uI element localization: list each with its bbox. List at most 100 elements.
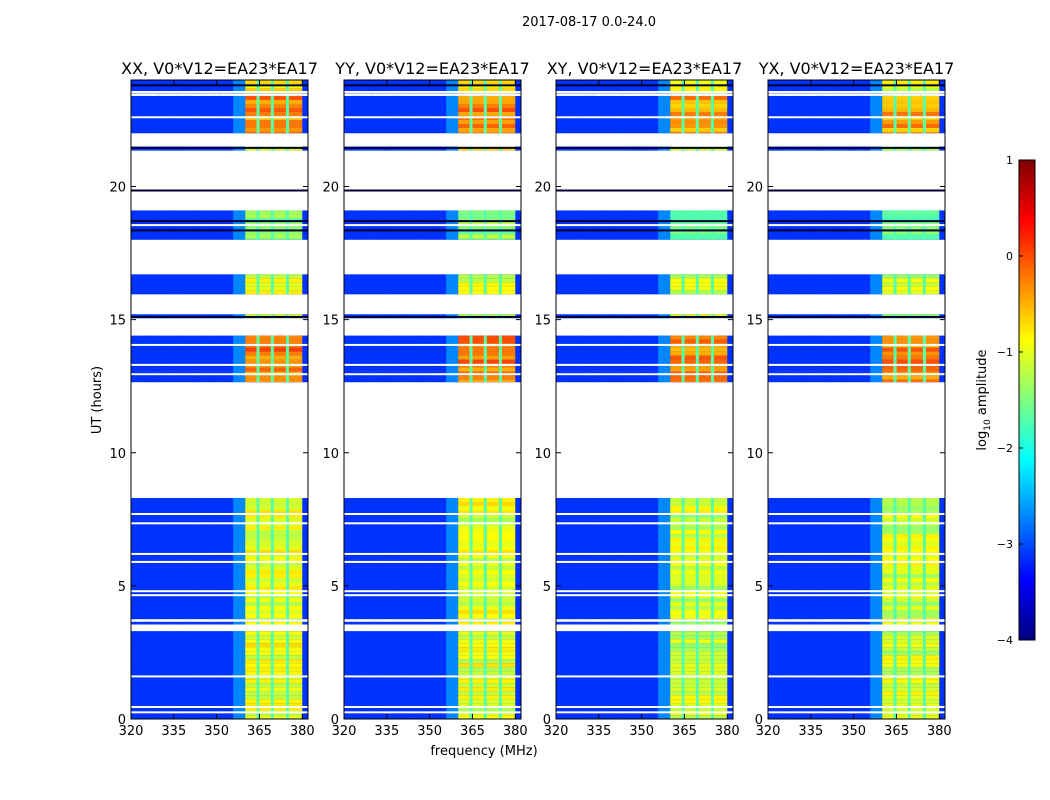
- flag-line: [131, 84, 308, 87]
- colorbar-tick-label: −1: [997, 346, 1013, 359]
- channel-divider: [270, 95, 274, 134]
- channel-divider: [285, 95, 289, 134]
- panel-heatmap: [556, 80, 733, 719]
- gap-line: [768, 224, 945, 227]
- band-edge: [446, 335, 459, 383]
- gap-line: [768, 711, 945, 714]
- channel-divider: [922, 274, 926, 295]
- channel-divider: [893, 621, 897, 625]
- panel: YX, V0*V12=EA23*EA17 320 335 350 365 380 0 5 10 1…: [746, 59, 954, 739]
- colorbar: 10−1−2−3−4 log10 amplitude: [975, 154, 1036, 647]
- channel-divider: [469, 80, 473, 94]
- x-tick-label: 350: [204, 724, 229, 739]
- band-edge: [870, 80, 883, 94]
- gap-line: [131, 552, 308, 555]
- band-edge: [658, 498, 671, 620]
- y-tick-label: 10: [322, 447, 339, 462]
- noise-texture: [768, 621, 945, 625]
- gap-line: [768, 522, 945, 525]
- band-edge: [658, 274, 671, 295]
- x-tick-label: 380: [503, 724, 528, 739]
- channel-divider: [498, 498, 502, 620]
- gap-line: [344, 711, 521, 714]
- channel-divider: [710, 80, 714, 94]
- gap-line: [556, 522, 733, 525]
- gap-line: [556, 224, 733, 227]
- channel-divider: [922, 631, 926, 719]
- channel-divider: [270, 498, 274, 620]
- gap-line: [556, 512, 733, 515]
- gap-line: [556, 116, 733, 119]
- channel-divider: [256, 498, 260, 620]
- panel: YY, V0*V12=EA23*EA17 320 335 350 365 380 0 5 10 1…: [322, 59, 529, 739]
- gap-line: [131, 512, 308, 515]
- panel-heatmap: [344, 80, 521, 719]
- noise-texture: [344, 621, 521, 625]
- colorbar-tick-label: 1: [1006, 154, 1013, 167]
- gap-line: [768, 90, 945, 93]
- flag-line: [344, 84, 521, 87]
- x-tick-label: 335: [374, 724, 399, 739]
- figure-suptitle: 2017-08-17 0.0-24.0: [522, 15, 656, 30]
- gap-line: [131, 711, 308, 714]
- band-edge: [233, 274, 246, 295]
- channel-divider: [681, 80, 685, 94]
- gap-line: [556, 590, 733, 593]
- channel-divider: [695, 80, 699, 94]
- flag-line: [768, 84, 945, 87]
- channel-divider: [285, 631, 289, 719]
- band-edge: [870, 498, 883, 620]
- gap-line: [344, 224, 521, 227]
- channel-divider: [893, 498, 897, 620]
- channel-divider: [483, 621, 487, 625]
- gap-line: [131, 590, 308, 593]
- flag-line: [556, 84, 733, 87]
- gap-line: [131, 522, 308, 525]
- flag-line: [556, 146, 733, 149]
- y-tick-label: 5: [543, 580, 551, 595]
- band-edge: [658, 621, 671, 625]
- channel-divider: [270, 80, 274, 94]
- band-edge: [446, 631, 459, 719]
- band-edge: [658, 631, 671, 719]
- colorbar-label-suffix: amplitude: [975, 349, 990, 419]
- band-edge: [233, 80, 246, 94]
- y-tick-label: 10: [746, 447, 763, 462]
- channel-divider: [922, 621, 926, 625]
- gap-line: [344, 675, 521, 678]
- gap-line: [344, 343, 521, 346]
- channel-divider: [907, 631, 911, 719]
- gap-line: [768, 560, 945, 563]
- channel-divider: [270, 621, 274, 625]
- channel-divider: [469, 498, 473, 620]
- channel-divider: [695, 274, 699, 295]
- channel-divider: [922, 80, 926, 94]
- gap-line: [131, 224, 308, 227]
- channel-divider: [710, 621, 714, 625]
- panel: XX, V0*V12=EA23*EA17 320 335 350 365 380 0 5 10 1…: [109, 59, 317, 739]
- panel-frame: [767, 79, 946, 720]
- band-edge: [870, 274, 883, 295]
- y-tick-label: 10: [534, 447, 551, 462]
- gap-line: [344, 552, 521, 555]
- channel-divider: [710, 95, 714, 134]
- y-tick-label: 15: [109, 314, 126, 329]
- channel-divider: [285, 274, 289, 295]
- gap-line: [344, 512, 521, 515]
- y-tick-label: 20: [534, 181, 551, 196]
- channel-divider: [256, 621, 260, 625]
- gap-line: [131, 706, 308, 709]
- x-axis-label: frequency (MHz): [430, 744, 537, 759]
- channel-divider: [498, 631, 502, 719]
- channel-divider: [907, 498, 911, 620]
- flag-line: [344, 146, 521, 149]
- flag-line: [131, 315, 308, 318]
- gap-line: [556, 373, 733, 376]
- x-tick-label: 350: [629, 724, 654, 739]
- channel-divider: [695, 498, 699, 620]
- flag-line: [344, 220, 521, 223]
- flag-line: [768, 220, 945, 223]
- y-tick-label: 20: [109, 181, 126, 196]
- flag-line: [344, 229, 521, 232]
- gap-line: [344, 90, 521, 93]
